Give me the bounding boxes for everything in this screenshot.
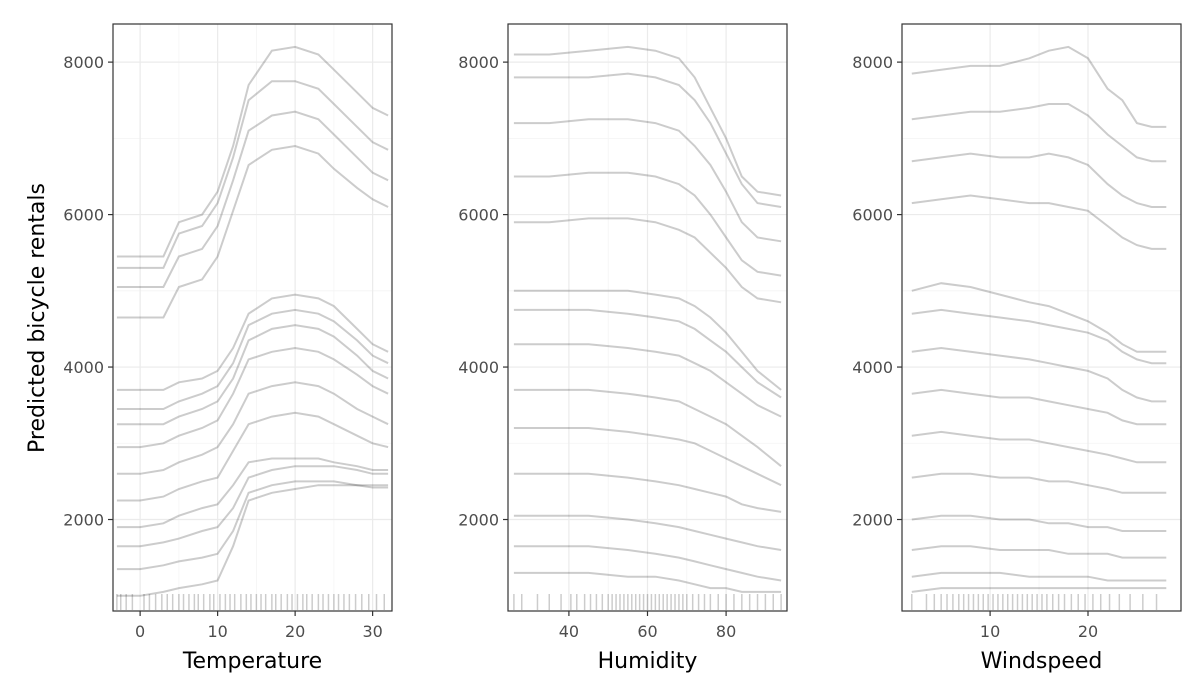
rug: [116, 594, 385, 610]
ice-curve: [513, 171, 782, 277]
ice-curve: [513, 571, 782, 593]
x-tick-label: 60: [637, 622, 657, 641]
y-tick-label: 8000: [852, 53, 893, 72]
ice-curves: [116, 45, 389, 597]
ice-curve: [911, 194, 1167, 250]
ice-curve: [911, 472, 1167, 494]
y-tick-label: 2000: [852, 511, 893, 530]
y-tick-label: 6000: [852, 206, 893, 225]
ice-curve: [513, 45, 782, 197]
ice-curve: [116, 308, 389, 410]
y-tick-label: 2000: [458, 511, 499, 530]
ice-curve: [513, 118, 782, 243]
y-tick-label: 6000: [63, 206, 104, 225]
ice-curve: [911, 430, 1167, 464]
ice-curve: [911, 587, 1167, 593]
y-tick-label: 4000: [458, 358, 499, 377]
ice-curve: [911, 346, 1167, 403]
x-axis-title: Humidity: [598, 649, 698, 674]
x-tick-label: 0: [135, 622, 145, 641]
ice-curve: [116, 480, 389, 571]
ice-curve: [116, 324, 389, 426]
y-tick-label: 4000: [852, 358, 893, 377]
ice-curve: [513, 388, 782, 467]
x-tick-label: 20: [1078, 622, 1098, 641]
ice-curve: [911, 152, 1167, 208]
ice-curve: [513, 289, 782, 391]
ice-curve: [513, 472, 782, 513]
ice-curve: [911, 388, 1167, 426]
ice-curve: [513, 343, 782, 418]
ice-curve: [116, 293, 389, 391]
x-tick-label: 20: [285, 622, 305, 641]
x-tick-label: 10: [980, 622, 1000, 641]
rug: [513, 594, 782, 610]
x-tick-label: 40: [559, 622, 579, 641]
ice-curve: [116, 346, 389, 449]
rug: [911, 594, 1158, 610]
ice-curve: [116, 144, 389, 319]
ice-curve: [116, 110, 389, 288]
ice-curve: [911, 282, 1167, 353]
ice-curve: [513, 308, 782, 399]
ice-curve: [911, 45, 1167, 128]
gridlines: [113, 24, 392, 611]
ice-curve: [513, 514, 782, 551]
ice-curve: [911, 571, 1167, 582]
panel-frame: [112, 23, 393, 612]
y-tick-label: 6000: [458, 206, 499, 225]
x-tick-label: 80: [716, 622, 736, 641]
x-axis-title: Temperature: [182, 649, 322, 674]
ice-curve: [116, 457, 389, 529]
ice-curves: [911, 45, 1167, 593]
ice-curve: [911, 103, 1167, 163]
ice-curve: [513, 217, 782, 304]
ice-curve: [116, 381, 389, 475]
panel-frame: [901, 23, 1182, 612]
ice-curve: [513, 427, 782, 487]
ice-curve: [116, 80, 389, 269]
x-tick-label: 30: [362, 622, 382, 641]
ice-curve: [513, 72, 782, 208]
ice-curve: [911, 514, 1167, 532]
y-tick-label: 8000: [63, 53, 104, 72]
panel-windspeed: Windspeed 2000 4000 6000 8000 10 20: [852, 23, 1182, 674]
y-tick-label: 4000: [63, 358, 104, 377]
panel-humidity: Humidity 2000 4000 6000 8000 40 60 80: [458, 23, 788, 674]
ice-curve: [513, 545, 782, 582]
panel-temperature: Temperature 2000 4000 6000 8000 0 10 20 30: [63, 23, 393, 674]
gridlines: [902, 24, 1181, 611]
gridlines: [508, 24, 787, 611]
x-axis-title: Windspeed: [981, 649, 1103, 674]
ice-curve: [911, 308, 1167, 365]
ice-curve: [116, 465, 389, 548]
x-tick-label: 10: [207, 622, 227, 641]
ice-curve: [911, 545, 1167, 559]
ice-curves: [513, 45, 782, 593]
ice-curve: [116, 484, 389, 597]
y-axis-title: Predicted bicycle rentals: [25, 183, 50, 453]
y-tick-label: 8000: [458, 53, 499, 72]
ice-curve: [116, 45, 389, 258]
y-tick-label: 2000: [63, 511, 104, 530]
ice-curve: [116, 411, 389, 502]
